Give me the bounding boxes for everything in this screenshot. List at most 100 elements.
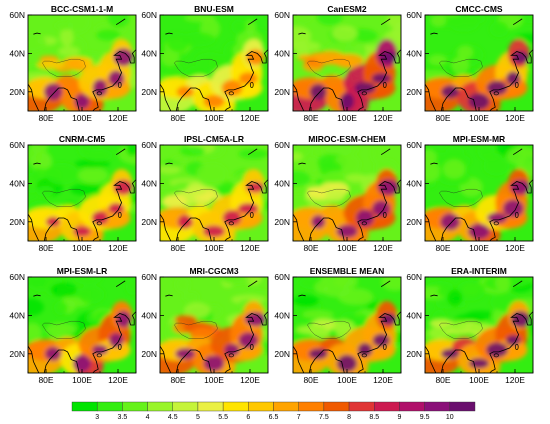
x-tick-label: 120E bbox=[108, 113, 128, 123]
y-tick-label: 60N bbox=[141, 272, 157, 282]
core-blob bbox=[203, 355, 225, 372]
island-outline bbox=[250, 343, 254, 350]
y-tick-label: 20N bbox=[274, 217, 290, 227]
map-blob bbox=[167, 35, 189, 53]
x-tick-label: 100E bbox=[337, 113, 357, 123]
panel-title: MPI-ESM-LR bbox=[57, 266, 108, 276]
colorbar-box bbox=[172, 401, 199, 412]
map-blob bbox=[180, 32, 216, 47]
lake-outline bbox=[512, 18, 523, 25]
x-tick-label: 100E bbox=[204, 113, 224, 123]
colorbar-box bbox=[374, 401, 400, 412]
y-tick-label: 40N bbox=[9, 48, 25, 58]
map-field bbox=[293, 277, 401, 373]
panel-title: MIROC-ESM-CHEM bbox=[308, 134, 385, 144]
coastline bbox=[160, 179, 268, 241]
lake-outline bbox=[165, 32, 173, 35]
y-tick-label: 60N bbox=[9, 140, 25, 150]
colorbar-label: 8.5 bbox=[369, 414, 379, 421]
core-blob bbox=[356, 209, 374, 227]
y-tick-label: 40N bbox=[274, 48, 290, 58]
y-tick-label: 40N bbox=[406, 48, 422, 58]
y-tick-label: 40N bbox=[406, 310, 422, 320]
core-blob bbox=[468, 223, 490, 240]
x-tick-label: 80E bbox=[38, 243, 53, 253]
coastline bbox=[425, 179, 533, 241]
colorbar-label: 5 bbox=[196, 414, 200, 421]
colorbar-box bbox=[222, 401, 249, 412]
plateau-contour bbox=[307, 58, 351, 77]
y-tick-label: 40N bbox=[141, 48, 157, 58]
plateau-contour bbox=[42, 188, 86, 207]
lake-outline bbox=[298, 294, 306, 297]
y-tick-label: 20N bbox=[406, 217, 422, 227]
y-tick-label: 20N bbox=[9, 349, 25, 359]
panel-title: CMCC-CMS bbox=[455, 4, 503, 14]
island-outline bbox=[515, 343, 519, 350]
colorbar-label: 7 bbox=[297, 414, 301, 421]
map-blob bbox=[107, 15, 130, 28]
panel-title: BNU-ESM bbox=[194, 4, 234, 14]
map-panel: 60N 40N 20N 80E 100E 120E MRI-CGCM3 bbox=[141, 266, 269, 385]
panel-title: BCC-CSM1-1-M bbox=[51, 4, 113, 14]
x-tick-label: 100E bbox=[204, 375, 224, 385]
x-tick-label: 100E bbox=[72, 243, 92, 253]
core-blob bbox=[512, 51, 529, 64]
y-tick-label: 40N bbox=[274, 178, 290, 188]
lake-outline bbox=[298, 32, 306, 35]
panel-title: MPI-ESM-MR bbox=[453, 134, 505, 144]
colorbar-box bbox=[248, 401, 274, 412]
colorbar-box bbox=[197, 401, 224, 412]
lake-outline bbox=[380, 280, 391, 287]
island-outline bbox=[493, 91, 499, 96]
island-outline bbox=[118, 81, 122, 88]
colorbar-label: 5.5 bbox=[218, 414, 228, 421]
island-outline bbox=[96, 221, 102, 226]
core-blob bbox=[73, 226, 91, 237]
map-field bbox=[28, 277, 136, 373]
x-tick-label: 80E bbox=[435, 113, 450, 123]
plateau-blob bbox=[63, 58, 85, 66]
y-tick-label: 20N bbox=[141, 349, 157, 359]
plateau-contour bbox=[174, 320, 218, 339]
x-tick-label: 80E bbox=[303, 375, 318, 385]
y-tick-label: 20N bbox=[141, 217, 157, 227]
plateau-blob bbox=[449, 320, 468, 332]
x-tick-label: 100E bbox=[337, 375, 357, 385]
y-tick-label: 60N bbox=[141, 10, 157, 20]
x-tick-label: 120E bbox=[373, 375, 393, 385]
panel-title: MRI-CGCM3 bbox=[189, 266, 238, 276]
map-blob bbox=[489, 21, 509, 38]
y-tick-label: 40N bbox=[9, 310, 25, 320]
map-blob bbox=[84, 148, 113, 162]
colorbar-label: 6 bbox=[246, 414, 250, 421]
map-blob bbox=[293, 152, 303, 162]
map-blob bbox=[54, 300, 68, 315]
map-blob bbox=[35, 151, 52, 170]
y-tick-label: 20N bbox=[9, 217, 25, 227]
y-tick-label: 40N bbox=[141, 310, 157, 320]
plateau-contour bbox=[307, 188, 351, 207]
core-blob bbox=[441, 85, 460, 99]
lake-outline bbox=[380, 148, 391, 155]
colorbar-box bbox=[96, 401, 123, 412]
colorbar-box bbox=[273, 401, 299, 412]
map-blob bbox=[324, 145, 359, 155]
map-blob bbox=[344, 173, 368, 183]
coastline bbox=[28, 311, 136, 373]
core-blob bbox=[311, 215, 326, 229]
coastline bbox=[425, 311, 533, 373]
island-outline bbox=[383, 343, 387, 350]
island-outline bbox=[96, 353, 102, 358]
core-blob bbox=[440, 213, 461, 231]
panel-title: ENSEMBLE MEAN bbox=[310, 266, 385, 276]
map-blob bbox=[28, 33, 47, 52]
core-blob bbox=[238, 72, 258, 85]
y-tick-label: 60N bbox=[141, 140, 157, 150]
colorbar-label: 4.5 bbox=[168, 414, 178, 421]
core-blob bbox=[92, 79, 108, 97]
core-blob bbox=[309, 83, 327, 100]
map-panel: 60N 40N 20N 80E 100E 120E ENSEMBLE MEAN bbox=[274, 266, 402, 385]
map-field bbox=[160, 277, 268, 373]
